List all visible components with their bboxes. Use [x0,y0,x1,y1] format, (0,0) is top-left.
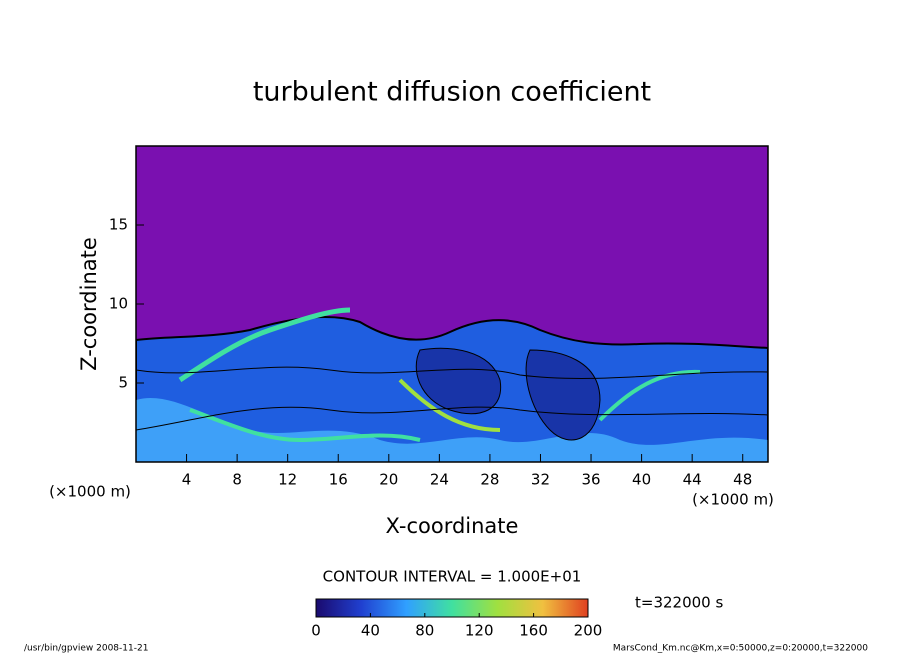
y-tick-label: 10 [109,295,128,313]
colorbar-tick-label: 160 [519,622,548,640]
x-tick-label: 48 [733,471,752,489]
x-tick-label: 20 [379,471,398,489]
y-axis-label: Z-coordinate [77,237,101,371]
x-tick-label: 32 [531,471,550,489]
field-streak [189,408,421,443]
x-tick-label: 4 [182,471,192,489]
colorbar [315,598,589,618]
field-streak [598,369,701,422]
x-tick-label: 40 [632,471,651,489]
x-tick-label: 28 [480,471,499,489]
contour-line [136,366,768,379]
colorbar-tick-label: 120 [465,622,494,640]
colorbar-tick-label: 200 [574,622,603,640]
y-tick-label: 5 [118,374,128,392]
field-eddy [415,347,502,415]
x-tick-label: 12 [278,471,297,489]
field-lower [136,397,768,462]
contour-line [136,406,768,431]
x-tick-label: 44 [683,471,702,489]
x-unit-label: (×1000 m) [49,483,131,501]
field-streak [178,307,351,383]
colorbar-tick-label: 40 [361,622,380,640]
x-tick-label: 36 [581,471,600,489]
colorbar-tick-label: 0 [311,622,321,640]
x-tick-label: 8 [232,471,242,489]
footer-left: /usr/bin/gpview 2008-11-21 [24,644,148,654]
x-tick-label: 16 [329,471,348,489]
x-axis-label: X-coordinate [386,514,519,538]
field-eddy [525,349,601,441]
field [136,146,768,462]
time-label: t=322000 s [635,594,723,612]
y-tick-label: 15 [109,216,128,234]
field-streak [398,378,501,432]
x-unit-label: (×1000 m) [692,491,774,509]
footer-right: MarsCond_Km.nc@Km,x=0:50000,z=0:20000,t=… [613,644,868,654]
x-tick-label: 24 [430,471,449,489]
colorbar-tick-label: 80 [415,622,434,640]
contour-interval: CONTOUR INTERVAL = 1.000E+01 [323,568,582,586]
chart-title: turbulent diffusion coefficient [253,77,651,108]
